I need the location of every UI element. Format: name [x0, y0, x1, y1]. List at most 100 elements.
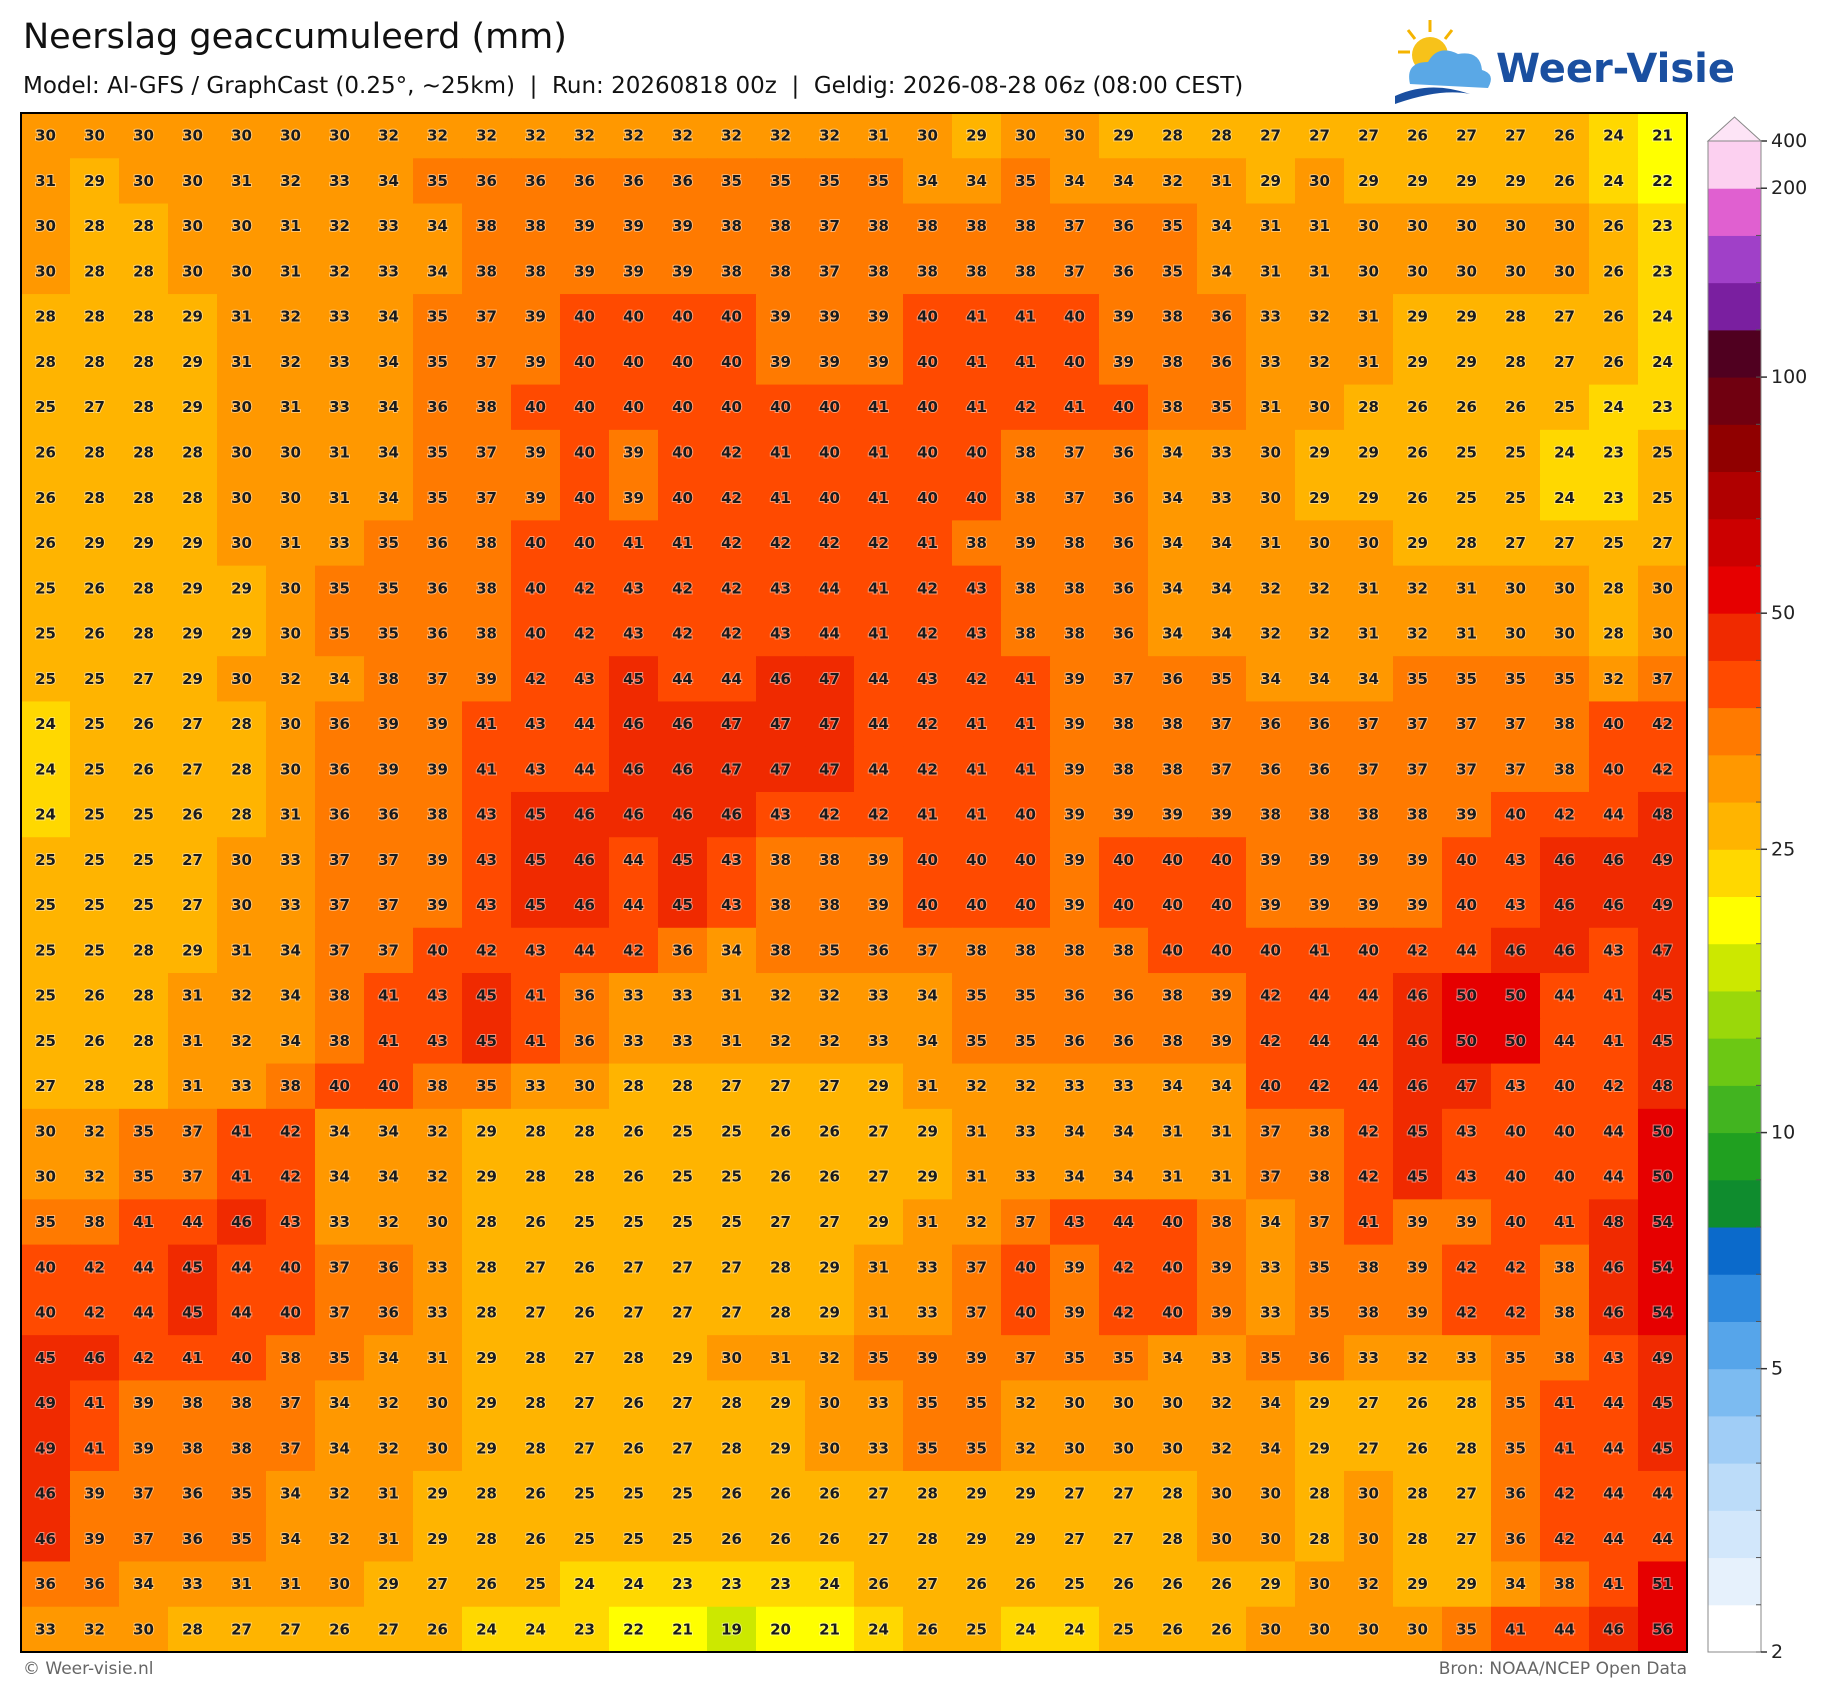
precip-cell — [1295, 1606, 1345, 1653]
precip-cell — [707, 1335, 757, 1382]
precip-value: 28 — [1603, 625, 1624, 643]
precip-cell — [462, 973, 512, 1019]
precip-value: 36 — [1064, 1032, 1085, 1050]
precip-value: 43 — [1505, 851, 1526, 869]
precip-cell — [560, 565, 610, 612]
precip-cell — [609, 927, 659, 974]
precip-value: 34 — [1064, 1122, 1085, 1140]
precip-value: 44 — [1603, 806, 1624, 824]
precip-cell — [364, 1380, 414, 1427]
precip-value: 28 — [1407, 1530, 1428, 1548]
precip-value: 36 — [1113, 579, 1134, 597]
precip-value: 29 — [1456, 172, 1477, 190]
precip-value: 47 — [721, 715, 742, 733]
precip-value: 27 — [35, 1077, 56, 1095]
precip-cell — [511, 837, 561, 884]
precip-value: 38 — [1162, 987, 1183, 1005]
precip-value: 31 — [966, 1122, 987, 1140]
precip-value: 32 — [1407, 625, 1428, 643]
precip-cell — [462, 927, 512, 974]
precip-value: 28 — [1456, 534, 1477, 552]
precip-cell — [1148, 1380, 1198, 1427]
precip-value: 28 — [231, 760, 252, 778]
precip-cell — [315, 294, 365, 340]
precip-value: 25 — [84, 851, 105, 869]
precip-cell — [413, 1244, 463, 1291]
precip-value: 34 — [1113, 172, 1134, 190]
precip-cell — [1442, 158, 1492, 205]
precip-value: 22 — [1652, 172, 1673, 190]
precip-value: 26 — [1407, 443, 1428, 461]
precip-value: 30 — [182, 172, 203, 190]
precip-value: 33 — [1211, 489, 1232, 507]
precip-cell — [1148, 248, 1198, 295]
precip-value: 26 — [1603, 308, 1624, 326]
precip-value: 30 — [84, 127, 105, 145]
precip-value: 54 — [1652, 1258, 1673, 1276]
precip-value: 29 — [1358, 172, 1379, 190]
precip-cell — [854, 791, 904, 838]
precip-value: 42 — [721, 443, 742, 461]
precip-cell — [1050, 429, 1100, 476]
precip-value: 30 — [182, 127, 203, 145]
precip-cell — [1638, 701, 1688, 748]
precip-value: 30 — [819, 1394, 840, 1412]
precip-value: 39 — [1407, 896, 1428, 914]
precip-cell — [1638, 158, 1688, 205]
precip-cell — [1344, 746, 1394, 793]
precip-cell — [1442, 791, 1492, 838]
precip-cell — [21, 113, 71, 159]
precip-value: 46 — [623, 806, 644, 824]
precip-value: 23 — [770, 1575, 791, 1593]
precip-cell — [21, 1108, 71, 1155]
precip-value: 37 — [1309, 1213, 1330, 1231]
precip-cell — [1638, 882, 1688, 929]
precip-value: 46 — [672, 806, 693, 824]
precip-cell — [315, 1063, 365, 1110]
precip-value: 35 — [1505, 1439, 1526, 1457]
precip-value: 41 — [84, 1394, 105, 1412]
precip-value: 30 — [1064, 127, 1085, 145]
precip-cell — [707, 1425, 757, 1472]
precip-value: 44 — [1652, 1530, 1673, 1548]
precip-cell — [756, 1018, 806, 1065]
precip-value: 34 — [329, 1394, 350, 1412]
precip-cell — [1491, 1199, 1541, 1246]
precip-cell — [1001, 973, 1051, 1019]
precip-cell — [854, 565, 904, 612]
precip-value: 36 — [672, 941, 693, 959]
precip-cell — [119, 1425, 169, 1472]
precip-value: 25 — [721, 1213, 742, 1231]
precip-cell — [1393, 882, 1443, 929]
precip-value: 30 — [280, 443, 301, 461]
precip-value: 40 — [1211, 851, 1232, 869]
precip-value: 41 — [1603, 987, 1624, 1005]
precip-value: 46 — [231, 1213, 252, 1231]
precip-cell — [1442, 927, 1492, 974]
precip-value: 37 — [966, 1258, 987, 1276]
precip-value: 36 — [1309, 760, 1330, 778]
precip-value: 26 — [84, 1032, 105, 1050]
precip-value: 26 — [868, 1575, 889, 1593]
precip-value: 29 — [1456, 353, 1477, 371]
precip-cell — [1001, 113, 1051, 159]
precip-cell — [854, 973, 904, 1019]
precip-cell — [1050, 1470, 1100, 1517]
precip-value: 38 — [280, 1077, 301, 1095]
precip-value: 30 — [1113, 1439, 1134, 1457]
precip-cell — [1197, 1425, 1247, 1472]
precip-cell — [70, 837, 120, 884]
precip-value: 30 — [917, 127, 938, 145]
precip-value: 38 — [1162, 398, 1183, 416]
precip-value: 30 — [1505, 579, 1526, 597]
colorbar-segment — [1708, 235, 1761, 284]
precip-value: 30 — [329, 1575, 350, 1593]
precip-cell — [756, 520, 806, 567]
precip-value: 39 — [1211, 1032, 1232, 1050]
precip-value: 48 — [1603, 1213, 1624, 1231]
precip-value: 30 — [1505, 217, 1526, 235]
precip-value: 44 — [1554, 987, 1575, 1005]
precip-value: 37 — [1505, 715, 1526, 733]
precip-value: 42 — [721, 489, 742, 507]
precip-value: 41 — [868, 443, 889, 461]
